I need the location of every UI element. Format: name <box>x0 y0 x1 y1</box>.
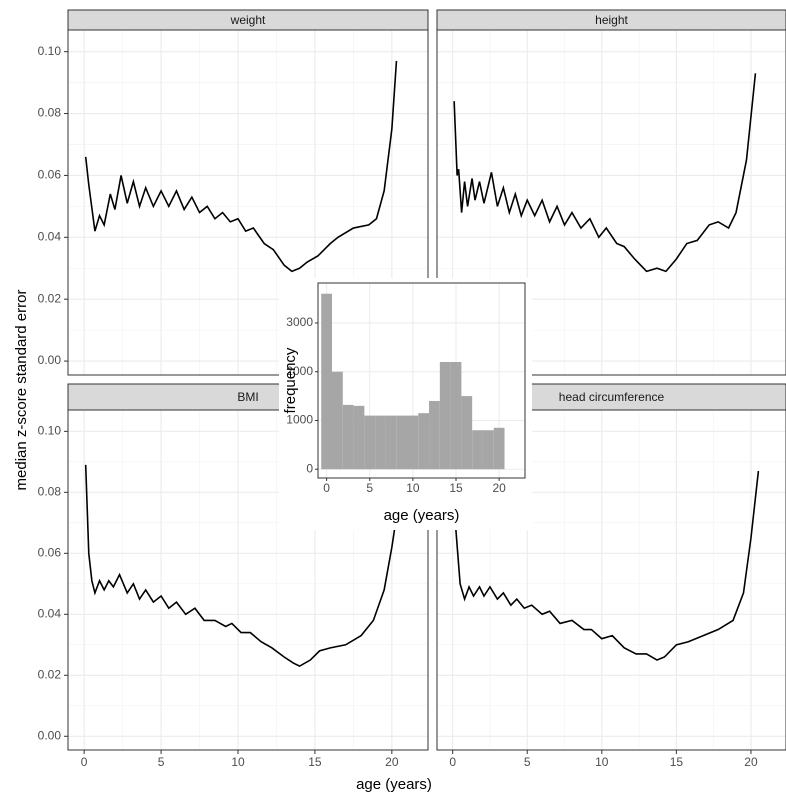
x-tick-label: 10 <box>595 755 609 769</box>
bar <box>342 404 354 470</box>
bar <box>429 400 440 470</box>
x-tick-label: 5 <box>524 755 531 769</box>
inset: 0 5 10 15 20 0 1000 2000 3000 age (years) frequenc… <box>279 278 532 530</box>
y-tick-label: 3000 <box>286 315 313 329</box>
bar <box>418 413 430 470</box>
bar <box>493 427 505 470</box>
strip-label: head circumference <box>559 390 665 404</box>
bar <box>450 361 462 470</box>
x-tick-label: 15 <box>308 755 322 769</box>
strip <box>67 9 429 31</box>
y-tick-label: 0.06 <box>38 545 62 559</box>
bar <box>364 415 376 470</box>
bar <box>396 415 408 470</box>
y-tick-label: 0.04 <box>38 229 62 243</box>
bar <box>472 430 483 470</box>
x-tick-label: 0 <box>449 755 456 769</box>
bar <box>353 405 365 470</box>
inset-border <box>317 282 526 479</box>
x-tick-label: 10 <box>406 481 420 495</box>
x-tick-label: 20 <box>492 481 506 495</box>
x-tick-label: 0 <box>81 755 88 769</box>
y-tick-label: 0 <box>306 461 313 475</box>
y-tick-label: 0.00 <box>38 353 62 367</box>
y-tick-label: 0.04 <box>38 606 62 620</box>
bar <box>321 293 333 470</box>
y-tick-label: 0.02 <box>38 667 62 681</box>
strip-label: BMI <box>237 390 258 404</box>
y-tick-label: 0.08 <box>38 106 62 120</box>
y-axis-label: median z-score standard error <box>13 290 30 491</box>
bar <box>482 430 494 470</box>
y-tick-label: 0.10 <box>38 424 62 438</box>
y-tick-label: 0.06 <box>38 168 62 182</box>
x-tick-label: 15 <box>449 481 463 495</box>
strip <box>436 9 786 31</box>
line <box>453 73 757 273</box>
y-tick-label: 0.10 <box>38 44 62 58</box>
x-tick-label: 5 <box>366 481 373 495</box>
y-tick-label: 0.08 <box>38 485 62 499</box>
y-tick-label: 2000 <box>286 364 313 378</box>
line <box>84 60 398 273</box>
bar <box>375 415 386 470</box>
panel: head circumference <box>436 383 786 751</box>
bar <box>407 415 419 470</box>
line <box>453 470 760 661</box>
y-tick-label: 0.02 <box>38 291 62 305</box>
inset-x-label: age (years) <box>384 507 460 524</box>
line <box>84 464 398 668</box>
bar <box>385 415 397 470</box>
x-tick-label: 5 <box>158 755 165 769</box>
y-tick-label: 0.00 <box>38 728 62 742</box>
x-tick-label: 0 <box>323 481 330 495</box>
bar <box>332 371 343 470</box>
panel: weight <box>67 9 429 376</box>
bar <box>439 361 451 470</box>
x-tick-label: 20 <box>744 755 758 769</box>
x-tick-label: 20 <box>385 755 399 769</box>
strip-label: weight <box>230 13 266 27</box>
x-tick-label: 15 <box>670 755 684 769</box>
strip-label: height <box>595 13 628 27</box>
bar <box>461 396 473 470</box>
x-tick-label: 10 <box>231 755 245 769</box>
y-tick-label: 1000 <box>286 413 313 427</box>
inset-y-label: frequency <box>282 347 299 413</box>
x-axis-label: age (years) <box>356 776 432 793</box>
